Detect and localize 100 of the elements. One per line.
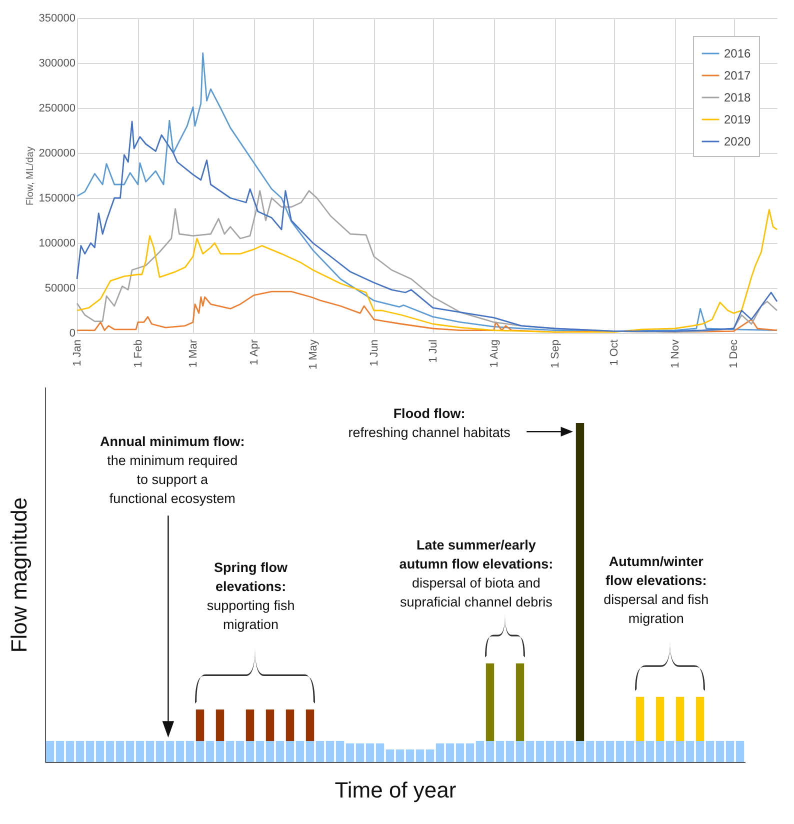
bar <box>526 740 534 762</box>
x-tick-label: 1 Mar <box>188 339 200 368</box>
bar <box>596 740 604 762</box>
bar <box>66 740 74 762</box>
annotation: Spring flow elevations: supporting fish migration <box>206 560 295 632</box>
x-tick-label: 1 Sep <box>549 340 562 368</box>
legend-label: 2016 <box>724 46 752 60</box>
bar <box>266 740 274 762</box>
legend-label: 2018 <box>724 90 752 104</box>
bar <box>56 740 64 762</box>
bar <box>196 740 204 762</box>
bar <box>646 740 654 762</box>
legend-label: 2017 <box>724 68 752 82</box>
bar <box>636 696 644 741</box>
legend-label: 2019 <box>724 112 752 126</box>
bar <box>696 696 704 741</box>
bar <box>656 740 664 762</box>
x-tick-label: 1 Jun <box>368 340 380 366</box>
bar <box>406 749 414 762</box>
bar <box>466 743 474 762</box>
bar <box>356 743 364 762</box>
bar <box>386 749 394 762</box>
annotation: Annual minimum flow: the minimum required to support a functional ecosystem <box>100 434 245 506</box>
bar <box>396 749 404 762</box>
y-tick-label: 200000 <box>38 148 76 160</box>
bar <box>216 709 224 741</box>
bar <box>436 743 444 762</box>
bar <box>246 709 254 741</box>
bar <box>566 740 574 762</box>
x-tick-label: 1 Jul <box>427 340 440 363</box>
bar <box>426 749 434 762</box>
y-tick-label: 250000 <box>38 102 76 114</box>
bar <box>46 740 54 762</box>
x-tick-label: 1 Apr <box>248 339 260 366</box>
bar <box>116 740 124 762</box>
bar <box>516 740 524 762</box>
bar <box>306 740 314 762</box>
bar <box>126 740 134 762</box>
y-tick-label: 350000 <box>38 12 76 24</box>
bar <box>346 743 354 762</box>
bar <box>686 740 694 762</box>
x-tick-label: 1 May <box>307 339 320 370</box>
y-tick-label: 300000 <box>38 58 76 70</box>
bar <box>536 740 544 762</box>
x-tick-label: 1 Dec <box>728 339 740 368</box>
bar <box>106 740 114 762</box>
bar <box>446 743 454 762</box>
legend-label: 2020 <box>724 134 752 148</box>
bar <box>186 740 194 762</box>
bar <box>416 749 424 762</box>
x-axis-title: Time of year <box>334 778 456 802</box>
y-tick-label: 50000 <box>44 282 76 294</box>
bar <box>676 740 684 762</box>
bar <box>476 740 484 762</box>
bar <box>156 740 164 762</box>
bar <box>606 740 614 762</box>
bar <box>286 740 294 762</box>
bar <box>506 740 514 762</box>
y-tick-label: 0 <box>69 328 76 340</box>
annotation: Late summer/early autumn flow elevations: dispersal of biota and supraficial channel debris <box>399 538 554 610</box>
bar <box>516 663 524 741</box>
bar <box>176 740 184 762</box>
bar <box>336 740 344 762</box>
bar <box>626 740 634 762</box>
bar <box>256 740 264 762</box>
bar <box>696 740 704 762</box>
bar <box>286 709 294 741</box>
bar <box>376 743 384 762</box>
bar <box>236 740 244 762</box>
bar <box>636 740 644 762</box>
bar <box>616 740 624 762</box>
bar <box>456 743 464 762</box>
bar <box>576 740 584 762</box>
bar <box>586 740 594 762</box>
bar <box>486 663 494 741</box>
x-tick-label: 1 Nov <box>669 339 682 368</box>
bar <box>306 709 314 741</box>
bar <box>716 740 724 762</box>
bar <box>706 740 714 762</box>
bar <box>316 740 324 762</box>
bar <box>576 422 584 741</box>
y-axis-title: Flow, ML/day <box>24 146 36 206</box>
annotation: Flood flow: refreshing channel habitats <box>348 406 511 440</box>
bar <box>76 740 84 762</box>
bar <box>146 740 154 762</box>
y-axis-title: Flow magnitude <box>6 497 32 653</box>
bar <box>726 740 734 762</box>
bar <box>276 740 284 762</box>
bar <box>676 696 684 741</box>
bar <box>206 740 214 762</box>
bar <box>96 740 104 762</box>
bar <box>136 740 144 762</box>
x-tick-label: 1 Aug <box>488 340 500 368</box>
bar <box>246 740 254 762</box>
bar <box>736 740 744 762</box>
bar <box>546 740 554 762</box>
x-tick-label: 1 Feb <box>132 340 144 368</box>
bar <box>666 740 674 762</box>
annotation: Autumn/winter flow elevations: dispersal and fish migration <box>604 554 709 626</box>
bar <box>366 743 374 762</box>
